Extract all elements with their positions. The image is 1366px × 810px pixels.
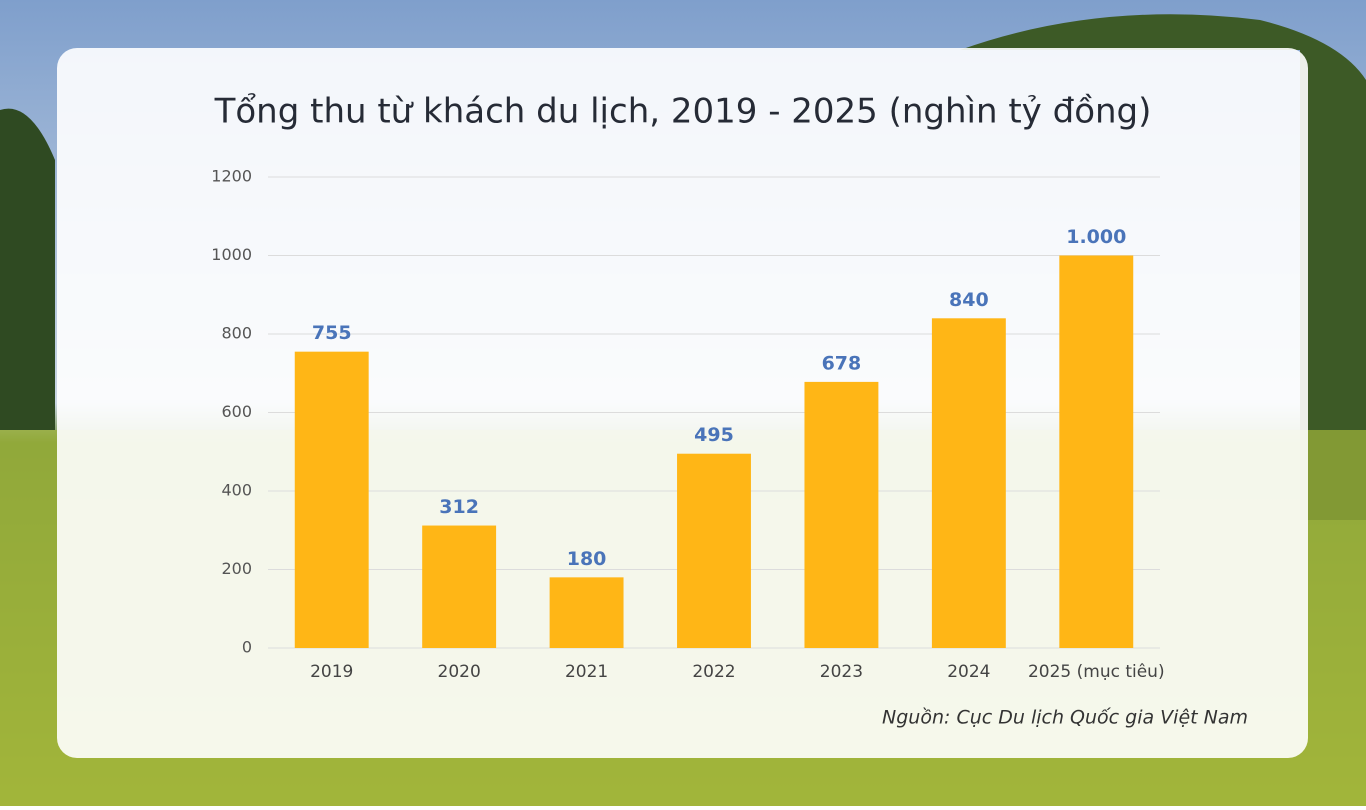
- chart-title: Tổng thu từ khách du lịch, 2019 - 2025 (…: [214, 92, 1152, 132]
- value-label: 180: [567, 548, 607, 570]
- x-tick-label: 2025 (mục tiêu): [1028, 662, 1165, 682]
- bar: [677, 453, 751, 648]
- x-tick-label: 2021: [565, 662, 608, 682]
- value-label: 678: [822, 352, 862, 374]
- y-tick-label: 0: [242, 638, 252, 657]
- value-label: 495: [694, 424, 734, 446]
- background-hill: [0, 108, 55, 431]
- y-tick-label: 1000: [211, 245, 252, 264]
- bar: [422, 525, 497, 648]
- y-tick-label: 400: [221, 481, 252, 500]
- x-tick-label: 2024: [947, 662, 990, 682]
- x-tick-label: 2022: [692, 662, 735, 682]
- bar: [804, 381, 879, 648]
- source: Nguồn: Cục Du lịch Quốc gia Việt Nam: [882, 707, 1248, 729]
- value-label: 312: [439, 496, 479, 518]
- x-tick-label: 2019: [310, 662, 353, 682]
- bar: [931, 318, 1006, 648]
- y-tick-label: 600: [221, 402, 252, 421]
- y-tick-label: 200: [221, 559, 252, 578]
- bar: [549, 577, 624, 648]
- bar: [1059, 255, 1134, 648]
- x-tick-label: 2020: [438, 662, 481, 682]
- value-label: 840: [949, 289, 989, 311]
- y-tick-label: 800: [221, 324, 252, 343]
- x-tick-label: 2023: [820, 662, 863, 682]
- bar: [294, 351, 369, 648]
- value-label: 755: [312, 322, 352, 344]
- y-tick-label: 1200: [211, 167, 252, 186]
- value-label: 1.000: [1066, 226, 1126, 248]
